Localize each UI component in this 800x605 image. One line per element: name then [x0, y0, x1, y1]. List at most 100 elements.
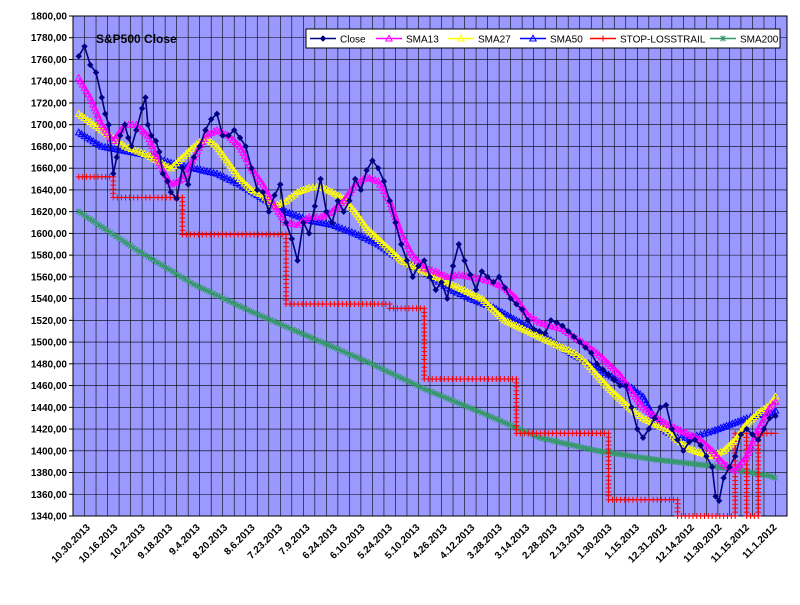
data-point — [659, 417, 668, 425]
data-point — [173, 195, 180, 202]
data-point — [354, 230, 363, 239]
data-point — [280, 322, 287, 329]
y-tick-label: 1780,00 — [31, 33, 68, 44]
data-point — [523, 322, 532, 330]
data-point — [319, 211, 328, 219]
data-point — [332, 203, 341, 211]
data-point — [138, 105, 146, 112]
data-point — [250, 189, 259, 197]
data-point — [719, 459, 728, 467]
series-stop-losstrail — [75, 173, 779, 519]
data-point — [535, 329, 544, 337]
data-point — [757, 406, 766, 414]
data-point — [558, 324, 567, 333]
data-point — [178, 274, 185, 281]
data-point — [242, 143, 249, 150]
data-point — [469, 405, 476, 412]
data-point — [288, 209, 297, 218]
data-point — [543, 436, 550, 443]
data-point — [229, 177, 238, 185]
legend: Close SMA13 SMA27 SMA50 STOP-LOSSTRAIL SMA200 — [305, 28, 781, 49]
y-tick-label: 1400,00 — [31, 446, 68, 457]
data-point — [772, 412, 779, 420]
data-point — [210, 290, 216, 297]
data-point — [374, 164, 382, 172]
data-point — [288, 235, 296, 243]
data-point — [577, 443, 583, 450]
data-point — [398, 375, 405, 382]
data-point — [151, 257, 158, 264]
series-layer — [74, 43, 780, 519]
data-point — [117, 140, 126, 148]
y-tick-label: 1660,00 — [31, 164, 68, 175]
data-point — [481, 275, 490, 284]
data-point — [277, 321, 284, 328]
data-point — [501, 419, 508, 426]
data-point — [501, 284, 509, 291]
data-point — [136, 248, 143, 255]
data-point — [124, 240, 131, 247]
data-point — [395, 373, 402, 380]
data-point — [357, 186, 365, 194]
data-point — [337, 224, 347, 232]
data-point — [311, 203, 319, 210]
data-point — [207, 289, 213, 296]
data-point — [347, 227, 356, 236]
data-point — [341, 225, 350, 233]
data-point — [771, 397, 780, 405]
data-point — [679, 440, 688, 448]
data-point — [461, 257, 468, 264]
data-point — [317, 175, 324, 183]
data-point — [449, 262, 457, 270]
data-point — [536, 328, 543, 335]
data-point — [154, 259, 161, 266]
data-point — [746, 441, 756, 450]
chart-title: S&P500 Close — [96, 32, 177, 46]
data-point — [166, 180, 175, 188]
data-point — [179, 164, 186, 172]
data-point — [414, 382, 421, 389]
data-point — [216, 293, 223, 300]
data-point — [488, 413, 495, 420]
data-point — [576, 338, 583, 346]
data-point — [328, 187, 337, 196]
data-point — [443, 395, 450, 402]
data-point — [312, 336, 319, 343]
data-point — [616, 382, 624, 389]
data-point — [736, 416, 745, 424]
legend-item: Close — [310, 35, 366, 46]
data-point — [341, 348, 348, 355]
data-point — [293, 328, 300, 335]
data-point — [160, 263, 167, 270]
data-point — [360, 357, 367, 364]
data-point — [573, 443, 580, 450]
data-point — [560, 440, 566, 447]
data-point — [398, 241, 405, 248]
data-point — [127, 144, 136, 152]
data-point — [734, 417, 743, 425]
data-point — [265, 208, 272, 215]
data-point — [133, 147, 143, 155]
data-point — [80, 113, 89, 121]
data-point — [184, 181, 192, 188]
data-point — [235, 302, 242, 309]
data-point — [392, 219, 399, 226]
data-point — [285, 208, 294, 216]
data-point — [290, 326, 296, 333]
data-point — [570, 442, 577, 449]
data-point — [426, 273, 434, 281]
data-point — [98, 223, 105, 230]
data-point — [84, 214, 91, 221]
data-point — [194, 282, 200, 289]
data-point — [185, 277, 191, 284]
legend-label: SMA50 — [550, 35, 583, 46]
data-point — [636, 411, 645, 420]
data-point — [611, 376, 618, 384]
data-point — [456, 34, 466, 42]
data-point — [323, 208, 330, 215]
data-point — [674, 436, 681, 444]
data-point — [520, 321, 530, 329]
data-point — [303, 332, 309, 339]
